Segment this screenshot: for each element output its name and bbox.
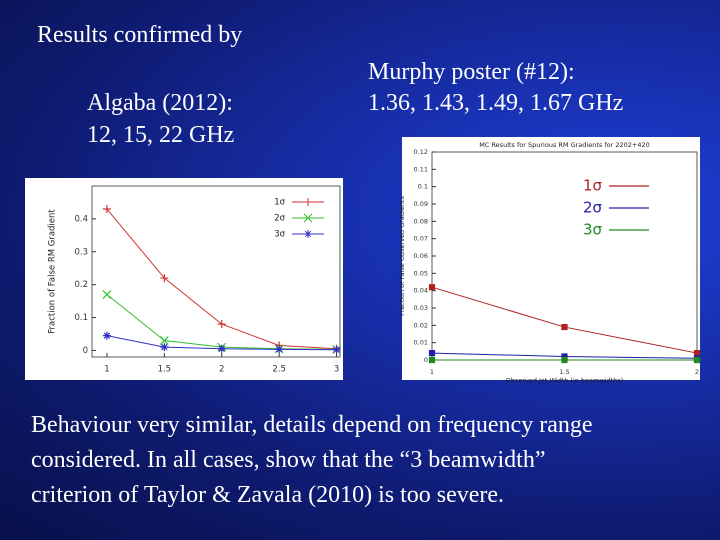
data-point [102, 205, 111, 214]
y-tick-label: 0.01 [414, 339, 428, 347]
x-axis-label: Observed Jet Width (in beamwidths) [506, 377, 624, 385]
x-tick-label: 2.5 [272, 365, 286, 375]
data-point [428, 284, 436, 291]
body-text: Behaviour very similar, details depend o… [31, 412, 593, 438]
y-tick-label: 0.1 [74, 313, 88, 323]
legend-label: 2σ [583, 199, 603, 217]
data-point [428, 349, 436, 357]
x-tick-label: 1.5 [158, 365, 172, 375]
x-tick-label: 1 [430, 368, 434, 376]
x-tick-label: 1 [104, 365, 109, 375]
data-point [102, 290, 112, 299]
data-point [561, 323, 568, 331]
legend-marker [303, 213, 313, 223]
data-point [217, 344, 226, 353]
x-tick-label: 2 [695, 368, 699, 376]
data-point [159, 336, 169, 345]
y-tick-label: 0.11 [414, 165, 428, 173]
x-tick-label: 3 [334, 365, 339, 375]
y-tick-label: 0.1 [418, 183, 428, 191]
legend-label: 2σ [274, 214, 285, 224]
y-tick-label: 0.02 [414, 321, 428, 329]
legend-label: 1σ [274, 198, 285, 208]
y-tick-label: 0.05 [414, 269, 428, 277]
data-point [217, 320, 226, 329]
caption: Algaba (2012): [87, 90, 233, 116]
legend-label: 1σ [583, 177, 603, 195]
y-axis-label: Fraction of False RM Gradient [48, 209, 58, 334]
caption: Murphy poster (#12): [368, 59, 575, 85]
y-axis-label: Fraction of False Observed Gradients [398, 196, 406, 316]
data-point [693, 349, 701, 357]
y-tick-label: 0.09 [414, 200, 428, 208]
caption: 1.36, 1.43, 1.49, 1.67 GHz [368, 90, 624, 116]
x-tick-label: 2 [219, 365, 224, 375]
y-tick-label: 0.04 [414, 287, 428, 295]
chart-title: MC Results for Spurious RM Gradients for… [479, 141, 650, 149]
data-point [428, 356, 436, 364]
y-tick-label: 0.06 [414, 252, 428, 260]
body-text: criterion of Taylor & Zavala (2010) is t… [31, 482, 505, 508]
data-point [693, 356, 701, 364]
y-tick-label: 0.03 [414, 304, 428, 312]
legend-marker [304, 198, 312, 206]
plot-frame [91, 185, 341, 358]
chart-panel [402, 137, 700, 380]
legend-label: 3σ [583, 221, 603, 239]
body-text: considered. In all cases, show that the … [31, 447, 546, 473]
y-tick-label: 0.07 [414, 235, 428, 243]
y-tick-label: 0.12 [414, 148, 428, 156]
data-point [561, 356, 568, 364]
caption: 12, 15, 22 GHz [87, 122, 235, 148]
legend-label: 3σ [274, 230, 285, 240]
data-point [332, 345, 341, 354]
y-tick-label: 0.3 [74, 247, 88, 257]
y-tick-label: 0 [424, 356, 428, 364]
x-tick-label: 1.5 [559, 368, 569, 376]
data-point [160, 274, 169, 283]
heading: Results confirmed by [37, 22, 243, 48]
y-tick-label: 0.2 [74, 280, 88, 290]
data-point [102, 331, 111, 340]
y-tick-label: 0.08 [414, 217, 428, 225]
legend-marker [304, 230, 312, 238]
y-tick-label: 0.4 [74, 214, 88, 224]
data-point [275, 345, 284, 354]
data-point [160, 343, 169, 352]
y-tick-label: 0 [83, 346, 88, 356]
